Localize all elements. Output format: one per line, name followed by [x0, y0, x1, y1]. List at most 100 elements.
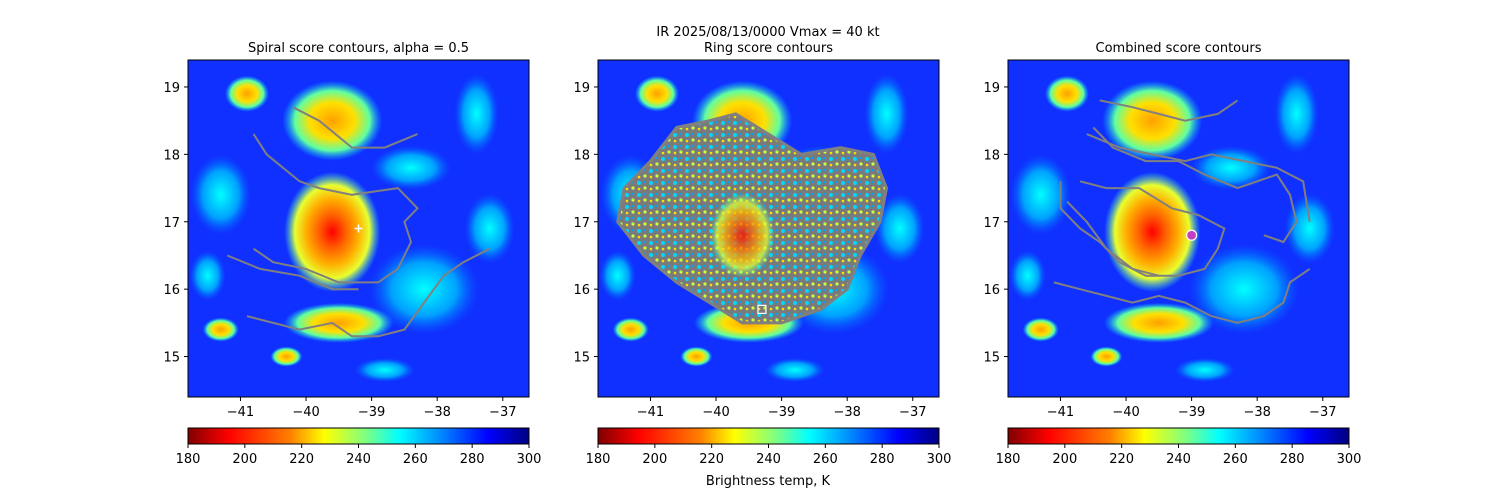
- cloud-blob: [764, 358, 825, 383]
- colorbar-tick-label: 280: [870, 452, 895, 467]
- y-tick-label: 19: [983, 81, 1000, 96]
- cloud-blob: [1104, 171, 1201, 292]
- panel-ring: Ring score contours −41 −40 −39 −38 −37 15 16 17…: [573, 41, 951, 467]
- y-tick-label: 17: [163, 216, 180, 231]
- colorbar-tick-label: 200: [642, 452, 667, 467]
- cloud-blob: [1090, 346, 1123, 367]
- colorbar-tick-label: 240: [346, 452, 371, 467]
- x-tick-label: −39: [358, 405, 385, 420]
- score-contour: [1092, 126, 1298, 244]
- score-contour: [292, 106, 418, 149]
- cloud-blob: [1022, 317, 1059, 342]
- x-tick-label: −38: [1243, 405, 1270, 420]
- cloud-blob: [370, 145, 451, 190]
- colorbar-tick-label: 220: [289, 452, 314, 467]
- cloud-blob: [612, 317, 649, 342]
- y-tick-label: 17: [573, 216, 590, 231]
- colorbar-tick-label: 300: [927, 452, 952, 467]
- panel-combined: Combined score contours −41 −40 −39 −38 −37 15…: [983, 41, 1361, 467]
- colorbar-tick-label: 200: [232, 452, 257, 467]
- panel-title: Combined score contours: [1096, 41, 1262, 56]
- cloud-blob: [190, 154, 251, 235]
- ir-image: [1008, 60, 1349, 397]
- ring-core: [710, 193, 775, 278]
- cloud-blob: [635, 75, 680, 112]
- y-tick-label: 15: [573, 351, 590, 366]
- y-tick-label: 18: [983, 148, 1000, 163]
- cloud-blob: [284, 171, 381, 292]
- colorbar: [597, 427, 940, 445]
- panel-title: Spiral score contours, alpha = 0.5: [248, 41, 469, 56]
- y-tick-label: 16: [163, 283, 180, 298]
- colorbar-tick-label: 180: [586, 452, 611, 467]
- cloud-blob: [1174, 358, 1235, 383]
- x-tick-label: −41: [1047, 405, 1074, 420]
- y-tick-label: 16: [983, 283, 1000, 298]
- score-contour: [1066, 200, 1160, 277]
- x-tick-label: −37: [899, 405, 926, 420]
- cloud-blob: [189, 250, 226, 301]
- colorbar-tick-label: 180: [176, 452, 201, 467]
- colorbar: [187, 427, 530, 445]
- cloud-blob: [599, 250, 636, 301]
- x-tick-label: −40: [1112, 405, 1139, 420]
- cloud-blob: [225, 75, 270, 112]
- x-tick-label: −40: [292, 405, 319, 420]
- cloud-blob: [1284, 193, 1335, 264]
- colorbar-tick-label: 180: [996, 452, 1021, 467]
- axes-frame: [597, 59, 940, 398]
- colorbar-label: Brightness temp, K: [706, 474, 831, 489]
- cloud-blob: [874, 193, 925, 264]
- cloud-blob: [454, 73, 499, 154]
- x-tick-label: −41: [227, 405, 254, 420]
- cloud-blob: [1190, 145, 1271, 190]
- cloud-blob: [1102, 80, 1203, 161]
- center-marker-square: [757, 304, 767, 314]
- x-tick-label: −38: [423, 405, 450, 420]
- cloud-blob: [1010, 154, 1071, 235]
- y-tick-label: 17: [983, 216, 1000, 231]
- score-contour: [1059, 180, 1226, 277]
- cloud-blob: [283, 302, 394, 343]
- colorbar-tick-label: 280: [460, 452, 485, 467]
- colorbar-tick-label: 240: [1166, 452, 1191, 467]
- cloud-blob: [864, 73, 909, 154]
- colorbar: [1007, 427, 1350, 445]
- ir-image: [188, 60, 529, 397]
- y-tick-label: 15: [163, 351, 180, 366]
- y-tick-label: 15: [983, 351, 1000, 366]
- y-tick-label: 19: [573, 81, 590, 96]
- score-contour: [226, 254, 359, 291]
- x-tick-label: −39: [768, 405, 795, 420]
- y-tick-label: 19: [163, 81, 180, 96]
- colorbar-tick-label: 260: [403, 452, 428, 467]
- cloud-blob: [1009, 250, 1046, 301]
- x-tick-label: −41: [637, 405, 664, 420]
- colorbar-tick-label: 300: [517, 452, 542, 467]
- y-tick-label: 18: [573, 148, 590, 163]
- colorbar-tick-label: 260: [1223, 452, 1248, 467]
- score-contour: [246, 247, 491, 338]
- colorbar-tick-label: 260: [813, 452, 838, 467]
- cloud-blob: [1103, 302, 1214, 343]
- axes-frame: [187, 59, 530, 398]
- colorbar-tick-label: 300: [1337, 452, 1362, 467]
- y-tick-label: 18: [163, 148, 180, 163]
- colorbar-tick-label: 200: [1052, 452, 1077, 467]
- panel-spiral: Spiral score contours, alpha = 0.5 −41 −40…: [163, 41, 541, 467]
- score-contour: [1086, 133, 1311, 222]
- figure-suptitle: IR 2025/08/13/0000 Vmax = 40 kt: [656, 25, 879, 40]
- center-marker-circle: [1186, 229, 1198, 241]
- y-tick-label: 16: [573, 283, 590, 298]
- cloud-blob: [282, 80, 383, 161]
- colorbar-tick-label: 240: [756, 452, 781, 467]
- x-tick-label: −40: [702, 405, 729, 420]
- score-contour: [1099, 99, 1239, 122]
- center-marker-plus: [354, 224, 363, 233]
- cloud-blob: [369, 244, 480, 335]
- colorbar-tick-label: 220: [699, 452, 724, 467]
- colorbar-tick-label: 280: [1280, 452, 1305, 467]
- cloud-blob: [202, 317, 239, 342]
- cloud-blob: [1045, 75, 1090, 112]
